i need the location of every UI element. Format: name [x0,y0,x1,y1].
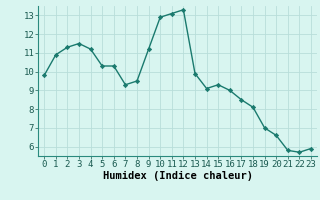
X-axis label: Humidex (Indice chaleur): Humidex (Indice chaleur) [103,171,252,181]
